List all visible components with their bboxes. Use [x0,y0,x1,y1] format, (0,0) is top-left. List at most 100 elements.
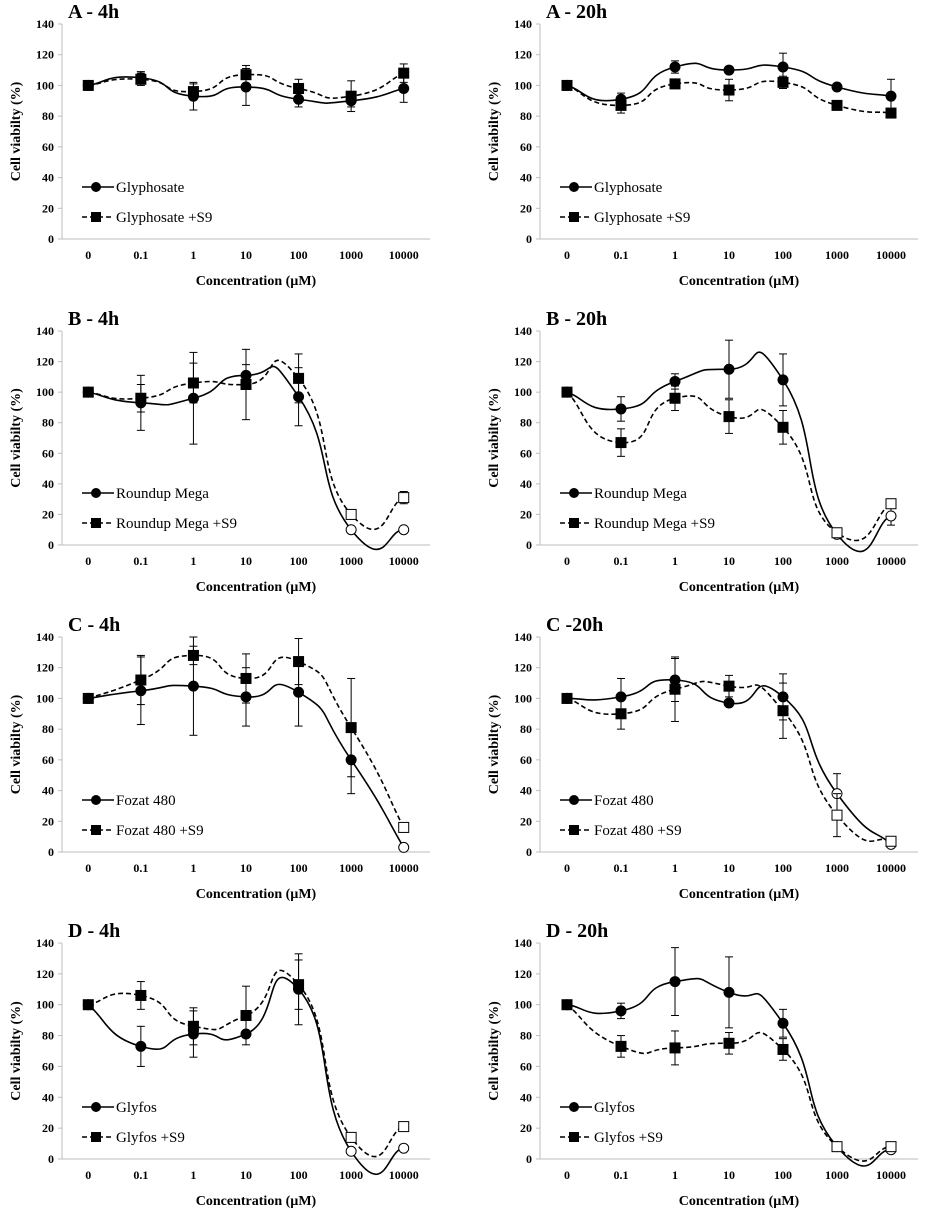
x-tick-label: 10 [723,861,735,875]
legend-marker-circle [569,1102,579,1112]
x-tick-label: 1 [190,554,196,568]
legend-marker-circle [91,182,101,192]
y-tick-label: 140 [514,324,532,338]
y-tick-label: 60 [42,446,54,460]
data-point-square [831,1141,843,1153]
y-tick-label: 120 [36,967,54,981]
y-tick-label: 20 [42,507,54,521]
data-point-square [885,107,897,119]
legend-marker-square [91,518,101,528]
y-tick-label: 80 [520,109,532,123]
x-tick-label: 0.1 [614,1168,629,1182]
data-point-circle [723,697,735,709]
x-tick-label: 10 [240,861,252,875]
data-point-circle [398,1142,410,1154]
data-point-square [82,386,94,398]
y-tick-label: 140 [36,936,54,950]
x-tick-label: 1 [672,554,678,568]
legend-marker-square [569,825,579,835]
legend-label: Glyphosate [116,180,185,196]
data-point-square [187,377,199,389]
x-tick-label: 0 [564,554,570,568]
data-point-square [398,492,410,504]
legend: Roundup Mega Roundup Mega +S9 [560,486,715,532]
data-point-square [82,999,94,1011]
x-tick-label: 10000 [389,248,419,262]
y-tick-label: 40 [520,784,532,798]
data-point-square [885,835,897,847]
x-tick-label: 0.1 [133,554,148,568]
data-point-circle [777,374,789,386]
y-tick-label: 60 [520,1059,532,1073]
legend: Glyphosate Glyphosate +S9 [82,180,212,226]
data-point-square [187,1020,199,1032]
x-tick-label: 1000 [825,1168,849,1182]
data-point-square [615,1040,627,1052]
data-point-circle [669,375,681,387]
legend: Glyphosate Glyphosate +S9 [560,180,690,226]
data-point-square [885,1141,897,1153]
data-point-square [669,683,681,695]
y-axis-title: Cell viabilty (%) [487,388,502,488]
data-point-square [723,411,735,423]
legend-label: Glyfos +S9 [116,1130,185,1146]
y-tick-label: 20 [520,814,532,828]
y-tick-label: 40 [42,784,54,798]
panel-title: C - 4h [68,614,120,636]
data-point-square [615,99,627,111]
legend-marker-square [569,212,579,222]
data-point-square [561,692,573,704]
x-tick-label: 0 [85,248,91,262]
data-point-square [135,989,147,1001]
x-tick-label: 100 [774,1168,792,1182]
x-tick-label: 10000 [389,554,419,568]
series-square [561,385,897,542]
x-tick-label: 0.1 [133,1168,148,1182]
legend-marker-circle [569,182,579,192]
y-tick-label: 140 [514,936,532,950]
data-point-square [240,69,252,81]
legend: Glyfos Glyfos +S9 [560,1100,663,1146]
series-square [561,656,897,847]
data-point-circle [831,81,843,93]
data-point-square [240,379,252,390]
legend-label: Glyphosate +S9 [116,210,212,226]
y-tick-label: 0 [526,232,532,246]
y-tick-label: 120 [514,48,532,62]
legend-marker-square [91,825,101,835]
y-tick-label: 100 [514,998,532,1012]
y-tick-label: 0 [48,232,54,246]
data-point-square [293,979,305,991]
panel-title: C -20h [546,614,603,636]
x-tick-label: 10000 [876,248,906,262]
data-point-circle [398,841,410,853]
data-point-square [723,1037,735,1049]
data-point-square [398,67,410,79]
panel-title: B - 20h [546,308,607,330]
data-point-circle [615,1005,627,1017]
data-point-square [293,372,305,384]
y-axis-title: Cell viabilty (%) [9,81,24,181]
x-tick-label: 1000 [339,248,363,262]
y-tick-label: 140 [514,630,532,644]
legend: Roundup Mega Roundup Mega +S9 [82,486,237,532]
x-tick-label: 10 [723,248,735,262]
x-tick-label: 0.1 [614,248,629,262]
data-point-circle [777,61,789,73]
y-tick-label: 0 [48,845,54,859]
y-axis-title: Cell viabilty (%) [487,81,502,181]
y-axis-title: Cell viabilty (%) [9,1001,24,1101]
legend-label: Fozat 480 [116,793,176,809]
panel-title: B - 4h [68,308,119,330]
legend-label: Fozat 480 +S9 [594,823,682,839]
panel-A-20h: A - 20h 0 20 40 60 80 100 120 140 0 0.1 1 10 100 1000 1… [487,1,918,289]
y-tick-label: 80 [42,109,54,123]
y-tick-label: 60 [42,753,54,767]
x-tick-label: 100 [290,861,308,875]
legend-label: Glyfos [594,1100,635,1116]
legend-label: Glyphosate +S9 [594,210,690,226]
y-tick-label: 100 [36,998,54,1012]
x-tick-label: 10000 [389,1168,419,1182]
panel-C-20h: C -20h 0 20 40 60 80 100 120 140 0 0.1 1 10 100 1000 10… [487,614,918,902]
x-tick-label: 1 [190,861,196,875]
